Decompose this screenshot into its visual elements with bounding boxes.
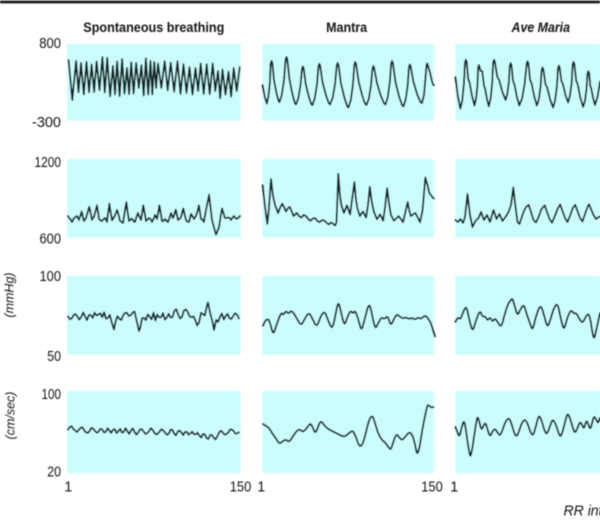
svg-text:Ave Maria: Ave Maria <box>511 20 570 36</box>
svg-text:150: 150 <box>421 479 443 495</box>
svg-text:1: 1 <box>64 479 72 495</box>
svg-text:Mantra: Mantra <box>326 20 367 36</box>
svg-text:150: 150 <box>230 479 252 495</box>
svg-text:RR interval number: RR interval number <box>564 503 600 520</box>
svg-text:1: 1 <box>257 479 265 495</box>
svg-text:100: 100 <box>42 387 62 403</box>
svg-text:50: 50 <box>47 349 61 365</box>
svg-text:20: 20 <box>47 464 61 480</box>
svg-text:1: 1 <box>450 479 458 495</box>
svg-text:600: 600 <box>40 231 62 247</box>
svg-text:Spontaneous breathing: Spontaneous breathing <box>83 20 224 36</box>
svg-text:100: 100 <box>40 269 62 285</box>
svg-text:(mmHg): (mmHg) <box>3 272 17 317</box>
svg-text:(cm/sec): (cm/sec) <box>4 392 18 440</box>
svg-text:-300: -300 <box>32 115 61 131</box>
svg-text:1200: 1200 <box>35 155 62 171</box>
svg-text:800: 800 <box>39 36 61 52</box>
